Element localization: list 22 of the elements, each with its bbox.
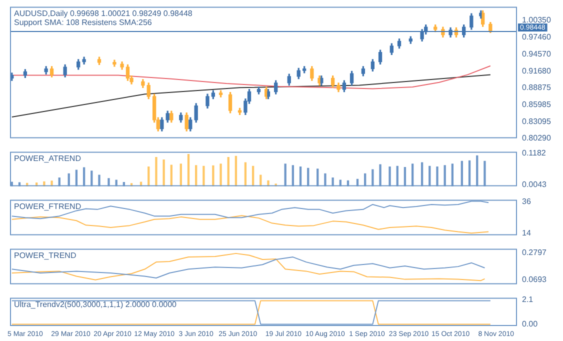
y-tick-label: 0.1182 <box>522 148 546 158</box>
text: Support SMA: 108 Resistens SMA:256 <box>14 18 152 28</box>
y-tick-label: 0.94570 <box>522 50 552 59</box>
y-tick-label: 0.0693 <box>522 274 548 284</box>
chart-title: Ultra_Trendv2(500,3000,1,1,1) 2.0000 0.0000 <box>14 300 178 310</box>
y-tick-label: 36 <box>522 197 532 206</box>
y-tick-label: 1.00350 <box>522 16 552 25</box>
chart-title: POWER_FTREND <box>14 202 82 212</box>
y-tick-label: 14 <box>522 228 532 238</box>
chart-title: POWER_ATREND <box>14 154 82 164</box>
y-tick-label: 0.2797 <box>522 248 548 257</box>
y-tick-label: 0.91680 <box>522 66 552 76</box>
y-tick-label: 0.0043 <box>522 180 548 190</box>
y-tick-label: 0.97460 <box>522 32 552 42</box>
chart-title: POWER_TREND <box>14 251 76 260</box>
y-tick-label: 0.85985 <box>522 100 552 109</box>
y-tick-label: 0.83095 <box>522 116 552 126</box>
y-tick-label: 2.1 <box>522 294 534 304</box>
y-tick-label: 0.88875 <box>522 82 552 92</box>
chart-title: AUDUSD,Daily 0.99698 1.00021 0.98249 0.98448 <box>14 9 193 18</box>
y-tick-label: 0.00 <box>522 319 538 328</box>
y-tick-label: 0.80290 <box>522 133 552 142</box>
